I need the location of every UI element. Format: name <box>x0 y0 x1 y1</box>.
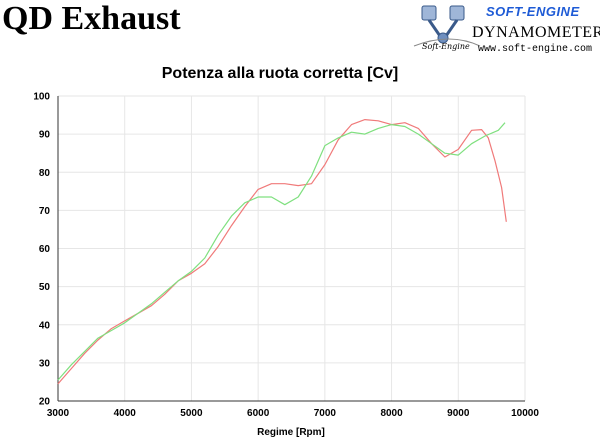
x-tick-label: 3000 <box>47 408 70 419</box>
y-tick-label: 70 <box>39 206 51 217</box>
x-tick-label: 9000 <box>447 408 470 419</box>
y-tick-label: 20 <box>39 397 51 408</box>
x-tick-label: 4000 <box>114 408 137 419</box>
y-tick-label: 80 <box>39 168 51 179</box>
logo-url: www.soft-engine.com <box>478 44 593 55</box>
chart-title: Potenza alla ruota corretta [Cv] <box>162 65 399 82</box>
x-tick-label: 6000 <box>247 408 270 419</box>
page-title: QD Exhaust <box>2 0 181 37</box>
y-tick-labels: 20 30 40 50 60 70 80 90 100 <box>33 92 50 408</box>
x-tick-label: 5000 <box>180 408 203 419</box>
logo-name: SOFT-ENGINE <box>486 4 580 19</box>
series-line-2 <box>57 122 506 381</box>
x-tick-label: 7000 <box>314 408 337 419</box>
y-tick-label: 30 <box>39 358 51 369</box>
logo-signature: Soft-Engine <box>422 42 470 51</box>
chart-axes <box>57 96 525 402</box>
soft-engine-logo <box>413 5 481 47</box>
piston-icon <box>421 5 465 44</box>
logo-tagline: DYNAMOMETERS <box>472 24 600 41</box>
x-tick-labels: 3000 4000 5000 6000 7000 8000 9000 10000 <box>47 408 539 419</box>
chart-series <box>57 118 507 385</box>
x-axis-label: Regime [Rpm] <box>257 427 325 437</box>
x-tick-label: 8000 <box>380 408 403 419</box>
y-tick-label: 60 <box>39 244 51 255</box>
y-tick-label: 40 <box>39 320 51 331</box>
x-tick-label: 10000 <box>511 408 539 419</box>
y-tick-label: 50 <box>39 282 51 293</box>
y-tick-label: 100 <box>33 92 50 103</box>
series-line-1 <box>57 118 507 385</box>
chart-grid <box>57 95 526 402</box>
y-tick-label: 90 <box>39 130 51 141</box>
